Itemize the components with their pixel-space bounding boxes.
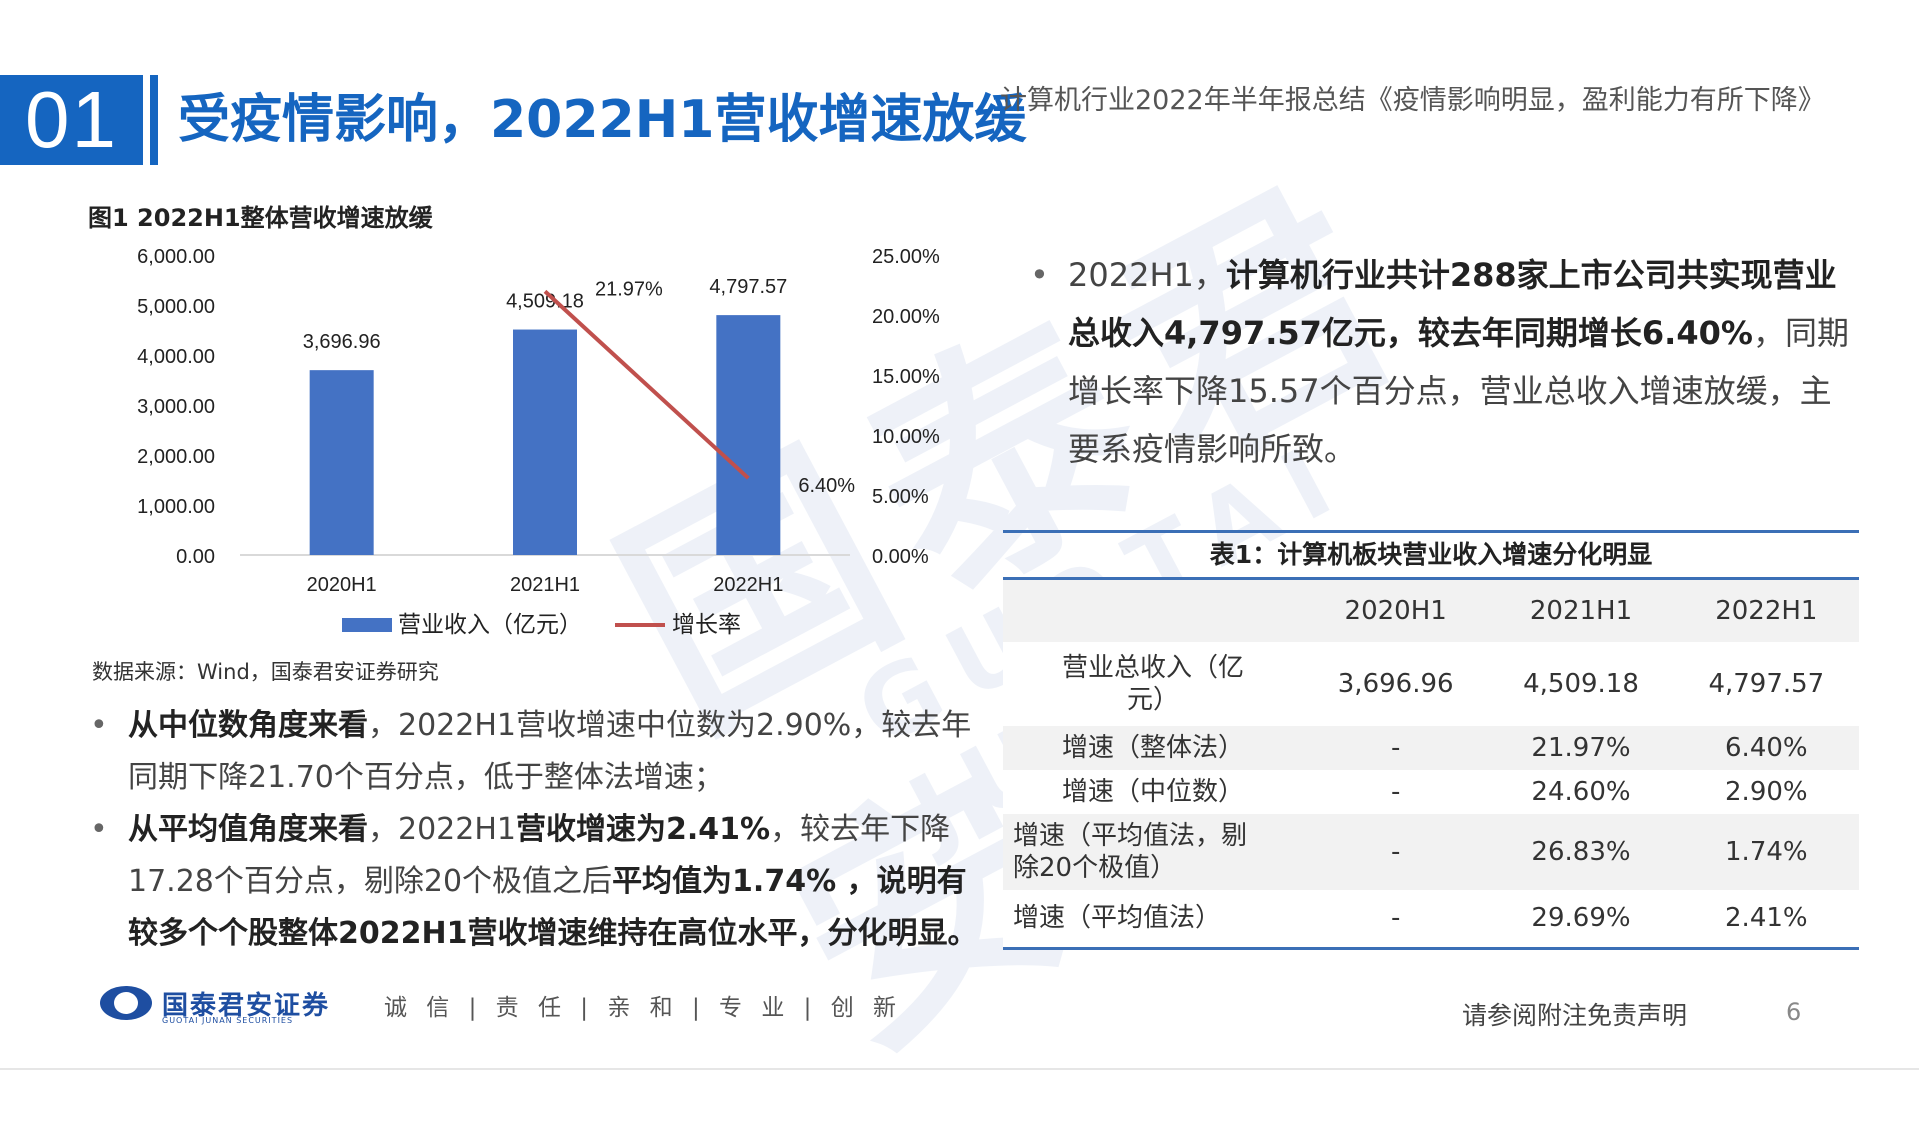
y-left-tick-label: 0.00 <box>176 546 215 568</box>
left-bullet-list: 从中位数角度来看，2022H1营收增速中位数为2.90%，较去年同期下降21.7… <box>90 700 990 960</box>
logo-text: 国泰君安证券 <box>162 990 331 1021</box>
text-span: ，2022H1 <box>368 812 516 847</box>
bold-text: 从平均值角度来看 <box>128 812 368 847</box>
table-cell: 4,509.18 <box>1523 669 1639 699</box>
text-span: ，2022H1营收增速中位数为2.90%，较去年同期下降21.70个百分点，低于… <box>128 708 972 795</box>
table-cell: 21.97% <box>1531 733 1631 763</box>
table-cell: 2.90% <box>1725 777 1808 807</box>
table-cell: - <box>1390 837 1401 867</box>
table-header-cell <box>1003 580 1303 642</box>
logo-english-text: GUOTAI JUNAN SECURITIES <box>162 1016 294 1025</box>
legend-bar-label: 营业收入（亿元） <box>398 612 582 638</box>
y-right-tick-label: 25.00% <box>872 246 940 268</box>
y-left-tick-label: 3,000.00 <box>137 396 215 418</box>
table-title: 表1：计算机板块营业收入增速分化明显 <box>1003 530 1859 580</box>
y-right-tick-label: 20.00% <box>872 306 940 328</box>
table-cell: 6.40% <box>1725 733 1808 763</box>
text-span: ，较去年下降17.28个百分点，剔除20个极值之后 <box>128 812 951 899</box>
y-right-tick-label: 0.00% <box>872 546 929 568</box>
table-cell: 24.60% <box>1531 777 1631 807</box>
text-span: 2022H1， <box>1068 256 1226 294</box>
logo-icon <box>100 986 152 1020</box>
slogan: 诚 信 | 责 任 | 亲 和 | 专 业 | 创 新 <box>384 995 903 1021</box>
table-cell: 3,696.96 <box>1337 669 1454 699</box>
revenue-bar <box>513 329 577 555</box>
title-divider <box>150 75 158 165</box>
bullet-item: 从平均值角度来看，2022H1营收增速为2.41%，较去年下降17.28个百分点… <box>90 804 990 960</box>
table-cell: - <box>1390 733 1401 763</box>
legend-bar-swatch <box>342 618 392 632</box>
table-row-label: 增速（整体法） <box>1061 733 1244 763</box>
table-row: 增速（平均值法） - 29.69% 2.41% <box>1003 890 1859 948</box>
table-row: 增速（整体法） - 21.97% 6.40% <box>1003 726 1859 770</box>
x-tick-label: 2021H1 <box>510 574 580 596</box>
revenue-chart: 6,000.00 5,000.00 4,000.00 3,000.00 2,000.00… <box>137 246 940 638</box>
y-right-tick-label: 5.00% <box>872 486 929 508</box>
y-left-tick-label: 6,000.00 <box>137 246 215 268</box>
table-row-label: 营业总收入（亿元） <box>1061 653 1244 715</box>
report-title: 计算机行业2022年半年报总结《疫情影响明显，盈利能力有所下降》 <box>1000 85 1825 116</box>
y-left-tick-label: 1,000.00 <box>137 496 215 518</box>
section-number: 01 <box>0 75 143 165</box>
table-row: 增速（中位数） - 24.60% 2.90% <box>1003 770 1859 814</box>
legend-line-label: 增长率 <box>672 612 741 638</box>
summary-bullet-text: 2022H1，计算机行业共计288家上市公司共实现营业总收入4,797.57亿元… <box>1030 246 1860 478</box>
table-row-label: 增速（中位数） <box>1061 777 1244 807</box>
bold-text: 计算机行业共计288家上市公司共实现营业总收入4,797.57亿元，较去年同期增… <box>1068 256 1837 352</box>
table-header-cell: 2021H1 <box>1529 596 1633 626</box>
page-number: 6 <box>1786 998 1802 1026</box>
table-cell: 4,797.57 <box>1708 669 1825 699</box>
table-cell: 2.41% <box>1725 903 1808 934</box>
chart-source: 数据来源：Wind，国泰君安证券研究 <box>92 660 439 684</box>
revenue-bar <box>309 370 374 555</box>
y-right-tick-label: 10.00% <box>872 426 940 448</box>
table-cell: - <box>1390 777 1401 807</box>
table-row-label: 增速（平均值法，剔除20个极值） <box>1013 821 1248 883</box>
table-row: 营业总收入（亿元） 3,696.96 4,509.18 4,797.57 <box>1003 642 1859 726</box>
table-cell: 26.83% <box>1531 837 1631 867</box>
revenue-bar <box>716 315 781 555</box>
bold-text: 平均值为1.74% ，说明有较多个个股整体2022H1营收增速维持在高位水平，分… <box>128 864 978 951</box>
x-tick-label: 2020H1 <box>307 574 377 596</box>
x-tick-label: 2022H1 <box>713 574 783 596</box>
line-data-label: 6.40% <box>798 475 855 497</box>
table-header-cell: 2020H1 <box>1344 596 1447 626</box>
summary-bullet: 2022H1，计算机行业共计288家上市公司共实现营业总收入4,797.57亿元… <box>1030 246 1860 478</box>
bottom-divider <box>0 1068 1919 1070</box>
table-cell: 1.74% <box>1725 837 1808 867</box>
y-right-tick-label: 15.00% <box>872 366 940 388</box>
page-title: 受疫情影响，2022H1营收增速放缓 <box>178 90 1027 150</box>
table-header-row: 2020H1 2021H1 2022H1 <box>1003 580 1859 642</box>
growth-rate-line <box>543 289 750 480</box>
table-row: 增速（平均值法，剔除20个极值） - 26.83% 1.74% <box>1003 814 1859 890</box>
text-span: ，同期增长率下降15.57个百分点，营业总收入增速放缓，主要系疫情影响所致。 <box>1068 314 1849 468</box>
bar-data-label: 3,696.96 <box>303 331 381 353</box>
bar-data-label: 4,797.57 <box>709 276 787 298</box>
y-left-tick-label: 5,000.00 <box>137 296 215 318</box>
table-header-cell: 2022H1 <box>1715 596 1818 626</box>
chart-caption: 图1 2022H1整体营收增速放缓 <box>88 204 433 232</box>
table-cell: 29.69% <box>1531 903 1631 934</box>
y-left-tick-label: 2,000.00 <box>137 446 215 468</box>
bullet-item: 从中位数角度来看，2022H1营收增速中位数为2.90%，较去年同期下降21.7… <box>90 700 990 804</box>
y-left-tick-label: 4,000.00 <box>137 346 215 368</box>
table-row-label: 增速（平均值法） <box>1013 903 1222 934</box>
company-logo: 国泰君安证券 <box>100 983 330 1023</box>
disclaimer-link[interactable]: 请参阅附注免责声明 <box>1462 1001 1688 1030</box>
bold-text: 营收增速为2.41% <box>516 812 771 847</box>
growth-table: 表1：计算机板块营业收入增速分化明显 2020H1 2021H1 2022H1 营业总… <box>1003 530 1859 950</box>
line-data-label: 21.97% <box>595 278 663 300</box>
bold-text: 从中位数角度来看 <box>128 708 368 743</box>
growth-table-body: 2020H1 2021H1 2022H1 营业总收入（亿元） 3,696.96 4,509… <box>1003 580 1859 950</box>
table-cell: - <box>1390 903 1401 934</box>
